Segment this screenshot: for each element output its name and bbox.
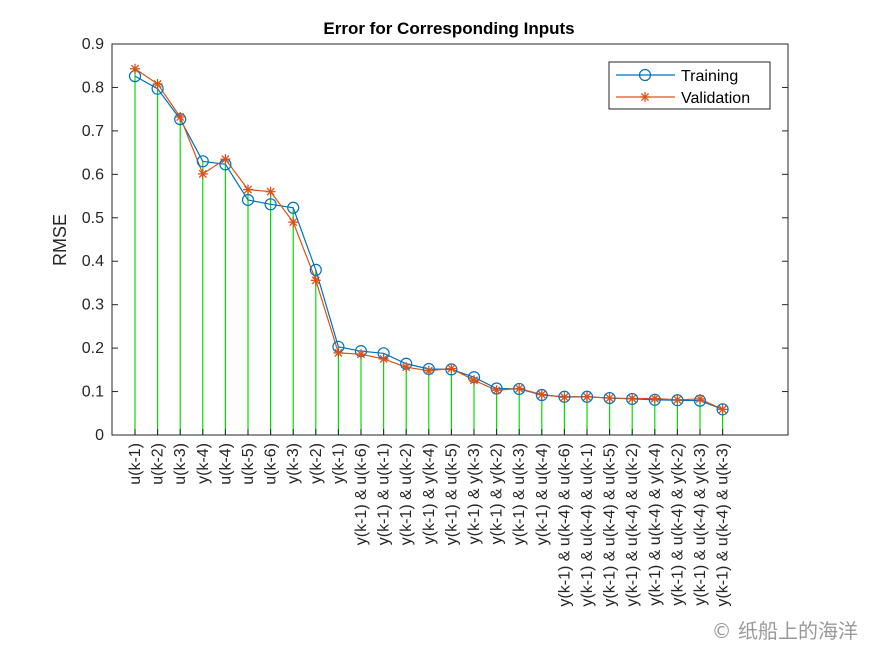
x-tick-label-12: y(k-1) & u(k-2) (398, 443, 415, 545)
marker-validation-5 (243, 184, 253, 195)
marker-validation-6 (265, 186, 276, 197)
x-tick-label-3: y(k-4) (195, 443, 212, 484)
x-tick-label-14: y(k-1) & u(k-5) (443, 443, 460, 545)
x-tick-label-5: u(k-5) (240, 443, 257, 485)
watermark: © 纸船上的海洋 (712, 619, 858, 643)
x-tick-label-24: y(k-1) & u(k-4) & y(k-2) (669, 443, 686, 606)
x-tick-label-2: u(k-3) (172, 443, 189, 485)
marker-training-19 (558, 390, 571, 403)
y-tick-label-0: 0 (95, 427, 104, 444)
y-tick-label-9: 0.9 (82, 36, 104, 53)
marker-validation-22 (627, 393, 638, 404)
marker-validation-19 (559, 392, 570, 403)
marker-validation-18 (536, 389, 547, 400)
marker-validation-15 (469, 375, 479, 386)
x-tick-label-8: y(k-2) (308, 443, 325, 484)
marker-training-24 (671, 394, 684, 407)
chart-title: Error for Corresponding Inputs (323, 19, 574, 38)
y-tick-label-6: 0.6 (82, 166, 104, 183)
marker-training-22 (626, 392, 639, 406)
y-tick-label-8: 0.8 (82, 79, 104, 96)
marker-validation-7 (288, 217, 299, 228)
marker-training-18 (535, 388, 548, 402)
marker-validation-8 (310, 275, 321, 286)
y-tick-label-7: 0.7 (82, 123, 104, 140)
y-tick-label-5: 0.5 (82, 210, 104, 227)
legend-marker-training (638, 68, 652, 82)
x-tick-label-9: y(k-1) (330, 443, 347, 484)
x-tick-label-26: y(k-1) & u(k-4) & u(k-3) (715, 443, 732, 607)
marker-validation-11 (378, 353, 389, 364)
x-tick-label-23: y(k-1) & u(k-4) & y(k-4) (647, 443, 664, 606)
marker-validation-16 (491, 385, 502, 396)
series-line-training (134, 75, 723, 410)
marker-training-7 (287, 201, 300, 214)
legend-box (608, 61, 771, 110)
x-tick-label-15: y(k-1) & y(k-3) (466, 443, 483, 544)
marker-validation-1 (152, 78, 163, 89)
stem-lines (134, 68, 724, 435)
y-axis-label: RMSE (50, 214, 70, 266)
legend-marker-validation (640, 92, 650, 102)
x-tick-label-17: y(k-1) & u(k-3) (511, 443, 528, 545)
marker-validation-3 (197, 168, 208, 179)
marker-validation-13 (423, 365, 434, 376)
y-tick-label-2: 0.2 (82, 340, 104, 357)
marker-training-26 (716, 403, 729, 416)
marker-training-21 (603, 391, 616, 405)
marker-validation-0 (130, 63, 140, 74)
marker-validation-14 (446, 363, 457, 374)
marker-validation-21 (604, 393, 615, 404)
plot-area-frame (111, 43, 789, 436)
x-tick-label-7: y(k-3) (285, 443, 302, 484)
marker-validation-10 (356, 349, 366, 360)
x-tick-label-18: y(k-1) & u(k-4) (534, 443, 551, 545)
x-tick-label-22: y(k-1) & u(k-4) & u(k-2) (624, 443, 641, 607)
series-lines (134, 68, 723, 410)
series-markers (128, 63, 729, 416)
marker-validation-20 (582, 391, 592, 402)
y-tick-label-3: 0.3 (82, 297, 104, 314)
legend: Training Validation (608, 61, 771, 110)
x-tick-label-4: u(k-4) (217, 443, 234, 485)
legend-label-validation: Validation (681, 90, 750, 107)
series-line-validation (134, 68, 723, 410)
marker-training-20 (580, 390, 594, 403)
x-tick-label-0: u(k-1) (127, 443, 144, 485)
y-axis-ticks: 0 0.1 0.2 0.3 0.4 0.5 0.6 0.7 0.8 0.9 (82, 36, 788, 444)
x-tick-label-11: y(k-1) & u(k-1) (376, 443, 393, 545)
marker-validation-24 (672, 394, 683, 405)
x-tick-label-25: y(k-1) & u(k-4) & y(k-3) (692, 443, 709, 606)
marker-training-3 (196, 155, 209, 168)
x-tick-label-19: y(k-1) & u(k-4) & u(k-6) (556, 443, 573, 607)
marker-validation-4 (220, 154, 231, 165)
legend-label-training: Training (681, 68, 738, 85)
marker-validation-17 (514, 383, 525, 394)
marker-validation-25 (695, 393, 705, 404)
x-tick-label-1: u(k-2) (150, 443, 167, 485)
marker-validation-9 (333, 347, 344, 358)
x-tick-label-16: y(k-1) & y(k-2) (489, 443, 506, 544)
x-tick-label-13: y(k-1) & y(k-4) (421, 443, 438, 544)
marker-validation-12 (401, 362, 412, 373)
marker-validation-2 (175, 111, 186, 122)
y-tick-label-4: 0.4 (82, 253, 104, 270)
x-tick-label-6: u(k-6) (263, 443, 280, 485)
x-axis-ticks: u(k-1) u(k-2) u(k-3) y(k-4) u(k-4) u(k-5) u(k-… (127, 429, 732, 607)
x-tick-label-21: y(k-1) & u(k-4) & u(k-5) (602, 443, 619, 607)
x-tick-label-10: y(k-1) & u(k-6) (353, 443, 370, 545)
marker-validation-23 (649, 393, 660, 404)
marker-validation-26 (717, 404, 728, 415)
marker-training-17 (513, 382, 526, 396)
marker-training-6 (264, 198, 277, 211)
y-tick-label-1: 0.1 (82, 384, 104, 401)
x-tick-label-20: y(k-1) & u(k-4) & u(k-1) (579, 443, 596, 607)
